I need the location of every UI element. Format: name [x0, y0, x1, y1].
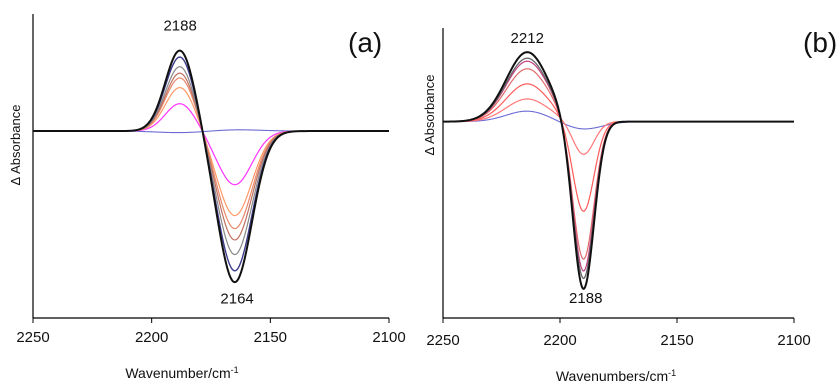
panel-a-y-axis-title: Δ Absorbance [8, 105, 23, 186]
panel-b-y-axis-title: Δ Absorbance [422, 75, 437, 156]
panel-a-series-8 [33, 49, 389, 284]
panel-a-x-axis-title-text: Wavenumber/cm [125, 365, 230, 381]
panel-a-x-axis-title-unit: -1 [231, 365, 239, 375]
panel-a: Δ Absorbance (a) 2250 2200 2150 2100 2188 21… [8, 14, 406, 381]
panel-a-series-4 [33, 77, 389, 230]
panel-b-label: (b) [803, 27, 837, 58]
panel-a-x-tick-label: 2200 [135, 329, 168, 346]
panel-a-x-tick-label: 2250 [16, 329, 49, 346]
panel-a-peak-label: 2164 [220, 290, 253, 307]
panel-b-series-2 [443, 98, 794, 155]
panel-b-x-axis-title: Wavenumbers/cm-1 [556, 368, 676, 384]
panel-b-peak-label: 2188 [569, 290, 602, 307]
panel-b-x-axis-title-text: Wavenumbers/cm [556, 368, 668, 384]
panel-b-x-tick-label: 2200 [543, 332, 576, 349]
panel-b-x-tick-label: 2100 [777, 332, 810, 349]
panel-b-x-tick-label: 2250 [426, 332, 459, 349]
panel-b-x-tick-label: 2150 [660, 332, 693, 349]
panel-a-series-3 [33, 87, 389, 217]
panel-b-peak-label: 2212 [511, 30, 544, 47]
panel-b-x-axis-title-unit: -1 [668, 368, 676, 378]
panel-a-x-tick-label: 2100 [372, 329, 405, 346]
panel-b: Δ Absorbance (b) 2250 2200 2150 2100 2212 21… [422, 27, 837, 384]
panel-a-x-tick-label: 2150 [254, 329, 287, 346]
panel-a-x-axis-title: Wavenumber/cm-1 [125, 365, 238, 381]
panel-a-peak-label: 2188 [163, 17, 196, 34]
panel-b-series-5 [442, 60, 794, 272]
panel-b-series-7 [443, 51, 794, 290]
panel-a-label: (a) [348, 27, 382, 58]
panel-b-series-6 [443, 57, 794, 280]
